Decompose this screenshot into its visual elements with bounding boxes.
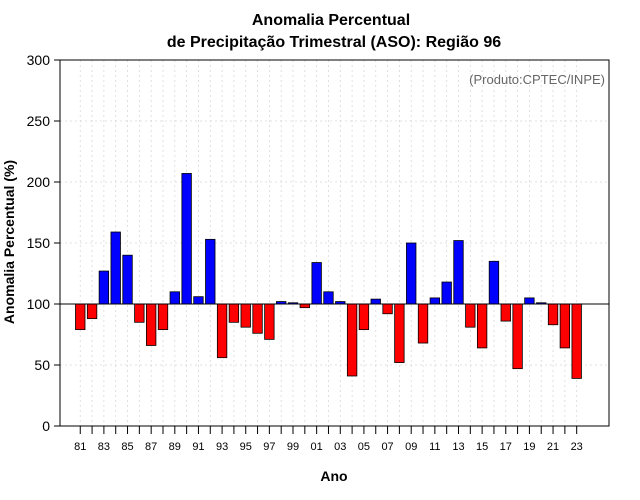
y-tick-label: 100 [27,296,51,312]
y-tick-label: 250 [27,113,51,129]
x-axis-label: Ano [320,468,347,484]
x-tick-label: 81 [74,441,86,453]
bar-2017 [500,303,511,322]
x-tick-label: 03 [334,441,346,453]
x-tick-label: 15 [476,441,488,453]
bar-1990 [181,173,192,305]
bar-1988 [157,303,169,331]
y-tick-label: 150 [27,235,51,251]
bar-2016 [488,260,500,305]
bar-2005 [358,303,370,331]
bar-2012 [441,281,452,305]
bar-1992 [205,238,216,305]
bar-1997 [264,303,275,340]
x-tick-label: 09 [405,441,417,453]
bar-2010 [417,303,429,344]
x-tick-label: 05 [358,441,370,453]
x-tick-label: 93 [216,441,228,453]
bar-2002 [323,291,334,305]
x-tick-label: 19 [523,441,535,453]
bar-2008 [394,303,405,363]
bar-2019 [524,297,535,305]
bar-2011 [429,297,441,305]
x-tick-label: 89 [169,441,181,453]
x-axis: 81 83 85 87 89 91 93 95 97 99 01 03 05 07 09 11 13 15 17 19… [74,426,583,453]
bar-1981 [75,303,86,331]
bar-1985 [122,254,133,305]
gridlines [60,60,609,426]
bar-2006 [370,298,381,305]
bar-1987 [146,303,157,346]
bar-2015 [476,303,488,349]
bar-2023 [571,303,582,379]
bar-1995 [240,303,251,328]
x-tick-label: 99 [287,441,299,453]
bars [75,173,582,379]
bar-2021 [547,303,559,326]
bar-2022 [559,303,571,349]
credit-text: (Produto:CPTEC/INPE) [469,72,605,87]
bar-1991 [193,296,204,305]
bar-1986 [134,303,145,323]
y-tick-label: 50 [34,357,50,373]
y-tick-label: 200 [27,174,51,190]
x-tick-label: 11 [429,441,440,453]
bar-2009 [406,242,417,305]
x-tick-label: 23 [571,441,583,453]
bar-1984 [110,231,121,305]
y-tick-label: 0 [42,418,50,434]
bar-1994 [228,303,240,323]
bar-2018 [512,303,523,370]
bar-2000 [299,303,310,309]
x-tick-label: 07 [381,441,393,453]
bar-1993 [216,303,228,359]
chart-title-line2: de Precipitação Trimestral (ASO): Região… [167,34,501,51]
bar-1983 [98,270,110,305]
x-tick-label: 87 [145,441,157,453]
x-tick-label: 21 [547,441,559,453]
bar-1982 [86,303,98,320]
y-axis-label: Anomalia Percentual (%) [1,160,17,324]
chart-title-line1: Anomalia Percentual [252,12,410,29]
y-axis: 0 50 100 150 200 250 300 [27,52,60,434]
x-tick-label: 95 [240,441,252,453]
x-tick-label: 85 [121,441,133,453]
x-tick-label: 13 [452,441,464,453]
bar-2007 [382,303,393,315]
x-tick-label: 17 [500,441,512,453]
x-tick-label: 91 [192,441,204,453]
bar-1996 [252,303,263,334]
x-tick-label: 83 [98,441,110,453]
x-tick-label: 97 [263,441,275,453]
bar-2014 [465,303,476,328]
x-tick-label: 01 [311,441,323,453]
bar-2004 [346,303,358,377]
y-tick-label: 300 [27,52,51,68]
bar-1989 [169,291,180,305]
bar-2001 [311,262,322,305]
bar-2013 [453,240,464,305]
